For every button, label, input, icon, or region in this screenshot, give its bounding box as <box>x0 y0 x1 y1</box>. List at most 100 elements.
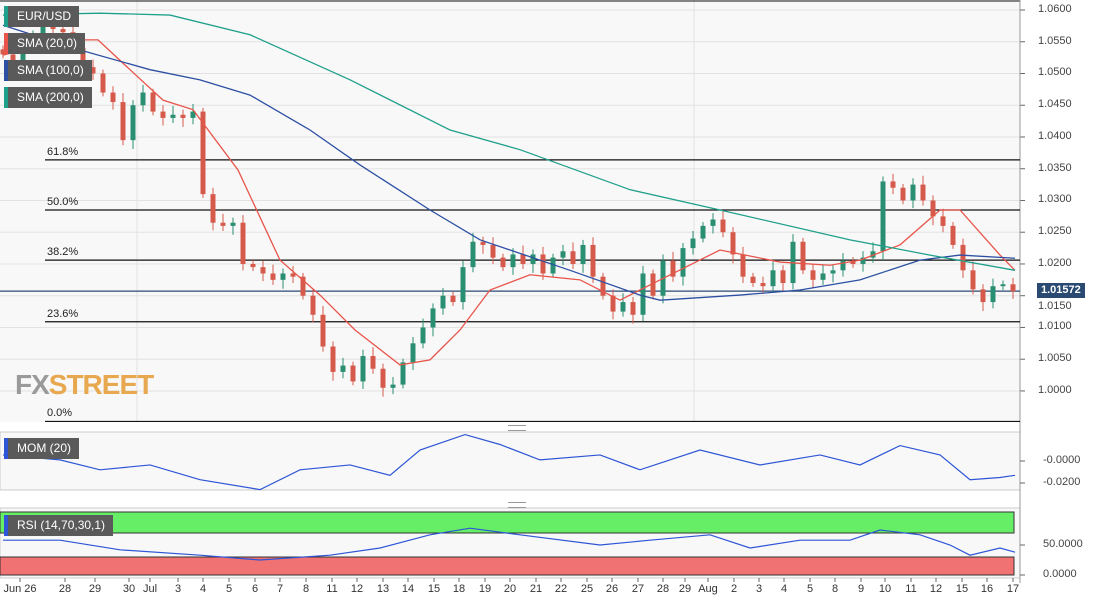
legend-symbol[interactable]: EUR/USD <box>4 6 80 27</box>
candle-body <box>740 254 746 277</box>
x-tick-label: 13 <box>376 583 390 595</box>
candle-body <box>770 270 776 287</box>
candle-body <box>700 225 706 239</box>
candle-body <box>490 244 496 258</box>
candle-body <box>330 346 336 372</box>
x-tick-label: 3 <box>755 583 763 595</box>
candle-body <box>570 251 576 264</box>
candle-body <box>90 67 96 74</box>
candle-body <box>10 54 16 61</box>
x-tick-label: 25 <box>580 583 594 595</box>
candle-body <box>450 295 456 303</box>
candle-body <box>900 187 906 201</box>
y-tick-label: 1.0600 <box>1038 3 1072 15</box>
legend-color-swatch <box>4 87 8 108</box>
sma200-line <box>2 12 1016 271</box>
x-tick-label: 15 <box>955 583 969 595</box>
candle-body <box>290 273 296 277</box>
pane-resize-handle[interactable] <box>508 502 526 508</box>
x-tick-label: 26 <box>605 583 619 595</box>
legend-mom[interactable]: MOM (20) <box>4 438 79 459</box>
candle-body <box>180 114 186 118</box>
sma100-line <box>2 24 1016 301</box>
pane-resize-handle[interactable] <box>508 425 526 431</box>
x-tick-label: 12 <box>350 583 364 595</box>
candle-body <box>230 222 236 226</box>
logo-fx: FX <box>15 369 50 400</box>
x-tick-label: 4 <box>780 583 788 595</box>
mom-pane <box>0 431 1021 491</box>
candle-body <box>130 105 136 141</box>
candle-body <box>860 257 866 264</box>
candle-body <box>1000 284 1006 287</box>
x-tick-label: 14 <box>401 583 415 595</box>
candle-body <box>800 241 806 271</box>
current-price-label: 1.01572 <box>1037 283 1085 299</box>
candle-body <box>690 238 696 249</box>
candle-body <box>870 251 876 258</box>
rsi-line <box>3 527 1016 561</box>
candle-body <box>810 270 816 280</box>
fib-label: 61.8% <box>47 145 79 158</box>
legend-color-swatch <box>4 60 8 81</box>
x-tick-label: 5 <box>806 583 814 595</box>
candle-body <box>360 356 366 382</box>
candle-body <box>850 260 856 264</box>
candle-body <box>150 92 156 112</box>
x-tick-label: 17 <box>1006 583 1020 595</box>
mom-tick-label: -0.0200 <box>1043 476 1081 488</box>
fib-label: 38.2% <box>47 246 79 259</box>
mom-line <box>2 433 1016 491</box>
y-tick-label: 1.0550 <box>1038 34 1072 47</box>
fib-label: 23.6% <box>47 307 79 320</box>
candle-body <box>350 365 356 382</box>
price-pane <box>0 0 1020 422</box>
candle-body <box>440 295 446 309</box>
x-tick-label: 8 <box>302 583 310 595</box>
y-tick-label: 1.0000 <box>1038 383 1072 396</box>
candle-body <box>40 25 46 36</box>
candle-body <box>1010 284 1016 292</box>
candle-body <box>340 365 346 372</box>
x-tick-label: 6 <box>251 583 259 595</box>
candle-body <box>200 111 206 195</box>
candle-body <box>430 308 436 328</box>
candle-body <box>520 254 526 264</box>
x-tick-label: 19 <box>478 583 492 595</box>
x-tick-label: 7 <box>276 583 284 595</box>
legend-sma100[interactable]: SMA (100,0) <box>4 60 92 81</box>
legend-sma200[interactable]: SMA (200,0) <box>4 87 92 108</box>
candle-body <box>420 327 426 344</box>
y-tick-label: 1.0050 <box>1038 352 1072 365</box>
candle-body <box>100 73 106 93</box>
x-tick-label: 3 <box>174 583 182 595</box>
candle-body <box>950 225 956 245</box>
candle-body <box>620 302 626 312</box>
candle-body <box>210 194 216 223</box>
fib-label: 50.0% <box>47 196 79 208</box>
x-tick-label: Jul <box>142 583 158 595</box>
x-tick-label: 10 <box>878 583 892 595</box>
candle-body <box>140 92 146 106</box>
candle-body <box>600 276 606 296</box>
x-tick-label: 9 <box>857 583 865 595</box>
candle-body <box>680 248 686 277</box>
legend-sma20-label: SMA (20,0) <box>17 36 78 50</box>
candle-body <box>480 241 486 245</box>
candle-body <box>710 219 716 226</box>
candle-body <box>310 295 316 315</box>
x-tick-label: 11 <box>326 583 338 595</box>
candle-body <box>160 111 166 118</box>
legend-color-swatch <box>4 6 8 27</box>
x-tick-label: 8 <box>831 583 839 595</box>
legend-sma20[interactable]: SMA (20,0) <box>4 33 86 54</box>
x-tick-label: 20 <box>503 583 517 595</box>
candle-body <box>550 257 556 274</box>
candle-body <box>320 314 326 347</box>
legend-mom-label: MOM (20) <box>17 441 71 455</box>
candle-body <box>880 181 886 252</box>
rsi-tick-label: 0.0000 <box>1043 568 1077 580</box>
legend-rsi[interactable]: RSI (14,70,30,1) <box>4 515 114 536</box>
x-tick-label: 4 <box>199 583 207 595</box>
mom-tick-label: -0.0000 <box>1043 454 1081 466</box>
